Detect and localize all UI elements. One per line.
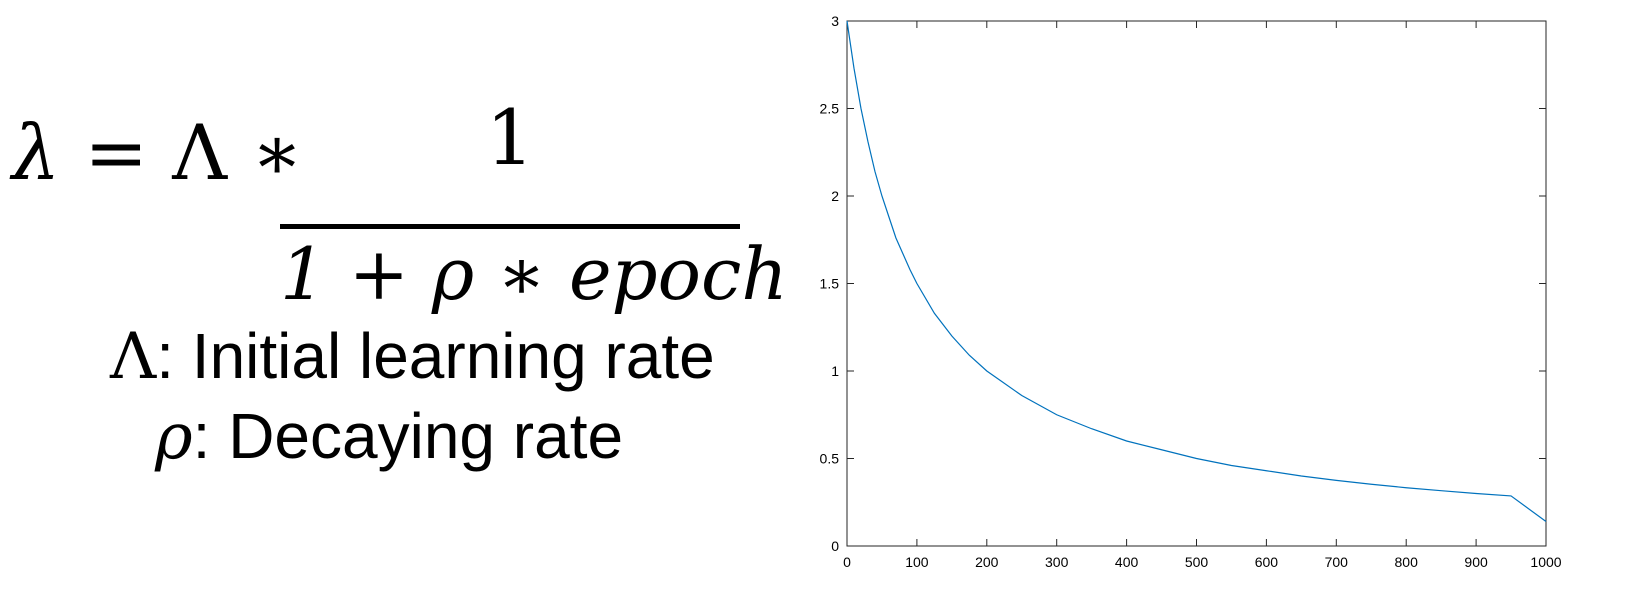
x-tick-label: 200: [975, 554, 999, 570]
x-tick-label: 700: [1325, 554, 1349, 570]
x-tick-label: 300: [1045, 554, 1069, 570]
equation-lhs: λ = Λ ∗: [12, 108, 303, 198]
x-tick-label: 1000: [1530, 554, 1561, 570]
x-tick-label: 900: [1464, 554, 1488, 570]
legend-text-initial-rate: : Initial learning rate: [156, 320, 715, 392]
plot-frame: [846, 20, 1547, 547]
x-tick-label: 400: [1115, 554, 1139, 570]
legend-symbol-rho: ρ: [155, 400, 193, 474]
x-tick-label: 800: [1395, 554, 1419, 570]
x-tick-label: 100: [905, 554, 929, 570]
y-tick-label: 0.5: [820, 451, 840, 467]
y-tick-label: 1.5: [820, 276, 840, 292]
x-tick-label: 500: [1185, 554, 1209, 570]
y-tick-label: 1: [831, 363, 839, 379]
fraction-numerator: 1: [485, 93, 535, 182]
y-tick-label: 3: [831, 13, 839, 29]
initial-rate-symbol: Λ: [172, 108, 228, 197]
x-tick-label: 0: [843, 554, 851, 570]
legend-initial-rate: Λ: Initial learning rate: [110, 316, 715, 397]
formula-panel: λ = Λ ∗ 1 1 + ρ ∗ epoch Λ: Initial learn…: [12, 88, 788, 477]
y-tick-label: 2: [831, 188, 839, 204]
y-tick-label: 0: [831, 538, 839, 554]
legend-decay-rate: ρ: Decaying rate: [155, 396, 623, 477]
x-tick-label: 600: [1255, 554, 1279, 570]
lambda-symbol: λ: [12, 108, 61, 197]
equals-sign: =: [84, 108, 149, 197]
fraction-bar: [280, 224, 740, 229]
legend-text-decay-rate: : Decaying rate: [192, 400, 624, 472]
fraction-denominator: 1 + ρ ∗ epoch: [280, 232, 788, 316]
series-line-0: [846, 20, 1547, 522]
legend-symbol-capital-lambda: Λ: [110, 320, 157, 394]
multiply-sign: ∗: [251, 108, 303, 197]
fraction: 1 1 + ρ ∗ epoch: [280, 88, 788, 316]
decay-chart: 0 100 200 300 400 500 600 700 800 900 1000 0 0.5 1 1.5…: [820, 13, 1562, 570]
y-tick-label: 2.5: [820, 101, 840, 117]
